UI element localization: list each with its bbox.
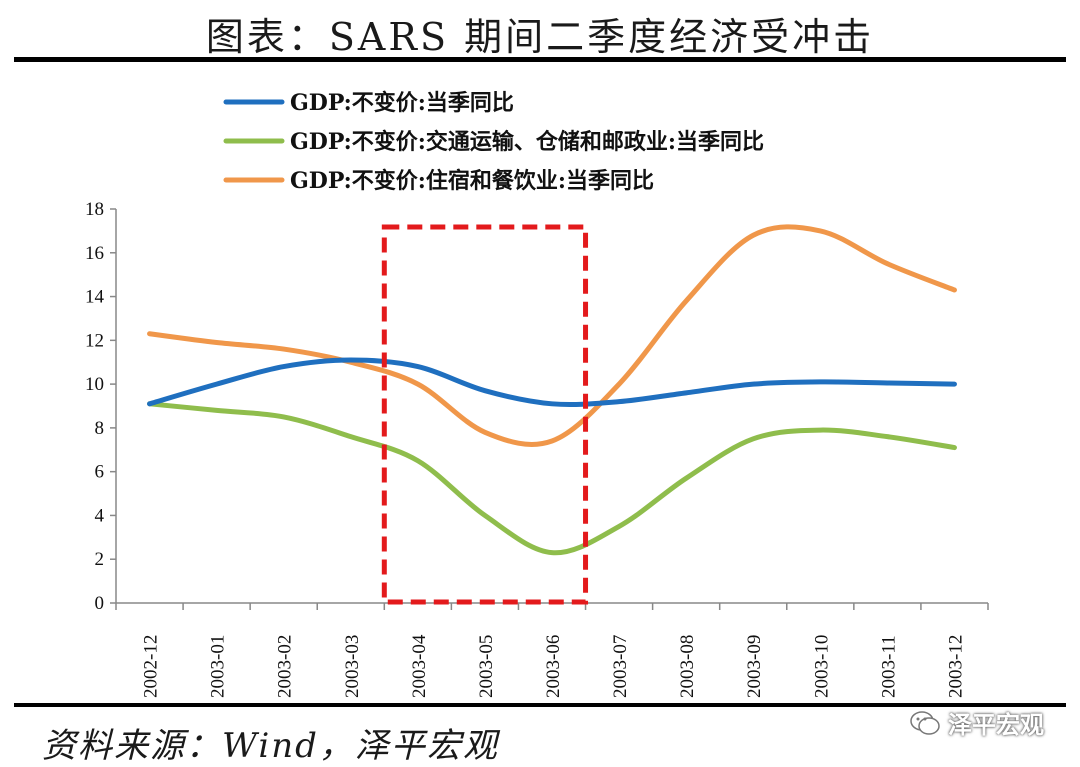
- y-tick-label: 16: [85, 243, 104, 264]
- highlight-box: [381, 224, 589, 605]
- x-tick-label: 2003-07: [610, 635, 631, 698]
- y-tick-label: 10: [85, 374, 104, 395]
- watermark-text: 泽平宏观: [948, 711, 1044, 739]
- series-group: [147, 224, 957, 556]
- axes: 0 2 4 6 8 10 12 14 16 18 2002-12 2003-01 2003-02 2003…: [85, 199, 989, 698]
- x-tick-label: 2003-04: [409, 634, 430, 698]
- wechat-icon: [910, 710, 940, 735]
- y-tick-label: 18: [85, 199, 104, 220]
- y-tick-label: 4: [95, 505, 105, 526]
- y-tick-label: 6: [95, 462, 105, 483]
- source-note: 资料来源：Wind，泽平宏观: [42, 726, 499, 766]
- top-rule: [14, 57, 1066, 62]
- legend: GDP:不变价:当季同比 GDP:不变价:交通运输、仓储和邮政业:当季同比 GDP:…: [223, 90, 764, 194]
- x-tick-label: 2002-12: [141, 635, 162, 698]
- x-tick-label: 2003-05: [476, 635, 497, 698]
- series-line: [147, 224, 957, 447]
- x-tick-label: 2003-06: [543, 635, 564, 698]
- watermark: 泽平宏观: [908, 705, 1044, 740]
- series-line: [147, 357, 957, 407]
- x-tick-label: 2003-10: [811, 635, 832, 698]
- series-line: [147, 401, 957, 556]
- chart-title: 图表：SARS 期间二季度经济受冲击: [205, 15, 875, 59]
- y-tick-label: 8: [95, 418, 105, 439]
- x-tick-label: 2003-01: [208, 635, 229, 698]
- x-tick-label: 2003-12: [945, 635, 966, 698]
- x-tick-label: 2003-11: [878, 635, 899, 698]
- bottom-rule: [14, 703, 1066, 707]
- highlight-group: [381, 224, 589, 605]
- y-tick-label: 12: [85, 330, 104, 351]
- x-tick-label: 2003-08: [677, 635, 698, 698]
- y-tick-label: 2: [95, 549, 105, 570]
- x-tick-label: 2003-02: [275, 635, 296, 698]
- x-tick-label: 2003-03: [342, 635, 363, 698]
- y-tick-label: 0: [95, 593, 105, 614]
- legend-label: GDP:不变价:当季同比: [290, 90, 514, 116]
- legend-label: GDP:不变价:交通运输、仓储和邮政业:当季同比: [290, 129, 764, 155]
- x-tick-label: 2003-09: [744, 635, 765, 698]
- y-tick-label: 14: [85, 287, 105, 308]
- legend-label: GDP:不变价:住宿和餐饮业:当季同比: [290, 168, 654, 194]
- line-chart: GDP:不变价:当季同比 GDP:不变价:交通运输、仓储和邮政业:当季同比 GDP:…: [85, 90, 989, 698]
